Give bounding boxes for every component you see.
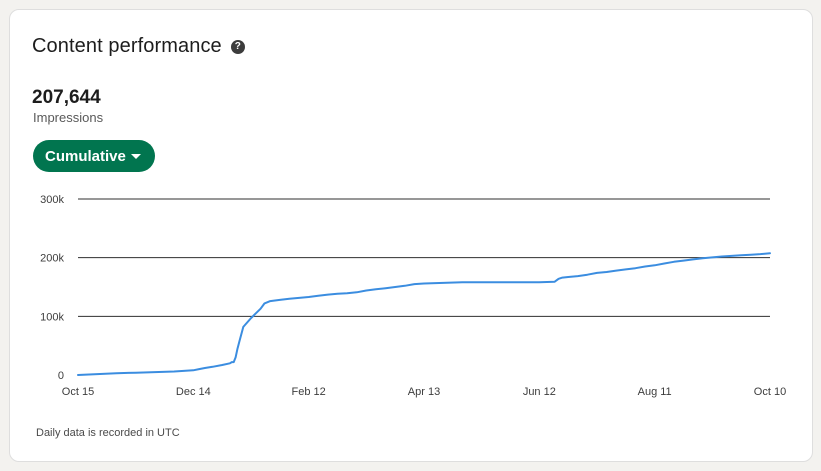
y-tick-label: 300k (40, 194, 64, 206)
x-tick-label: Oct 15 (62, 386, 94, 398)
x-tick-label: Dec 14 (176, 386, 211, 398)
impressions-value: 207,644 (32, 87, 101, 108)
cumulative-dropdown-button[interactable]: Cumulative (33, 140, 155, 172)
y-tick-label: 200k (40, 253, 64, 265)
question-circle-icon[interactable]: ? (230, 39, 245, 54)
impressions-label: Impressions (33, 110, 104, 125)
x-tick-label: Oct 10 (754, 386, 786, 398)
content-performance-card (9, 9, 813, 462)
x-tick-label: Feb 12 (292, 386, 326, 398)
x-tick-label: Aug 11 (638, 386, 672, 398)
utc-footnote: Daily data is recorded in UTC (36, 427, 180, 439)
card-title: Content performance (32, 35, 222, 57)
y-tick-label: 0 (58, 370, 64, 382)
impressions-series-line[interactable] (77, 252, 771, 376)
x-tick-label: Apr 13 (408, 386, 440, 398)
title-row: Content performance ? (32, 35, 245, 58)
dropdown-label: Cumulative (45, 147, 126, 165)
x-tick-label: Jun 12 (523, 386, 556, 398)
y-tick-label: 100k (40, 311, 64, 323)
caret-down-icon (130, 153, 141, 159)
